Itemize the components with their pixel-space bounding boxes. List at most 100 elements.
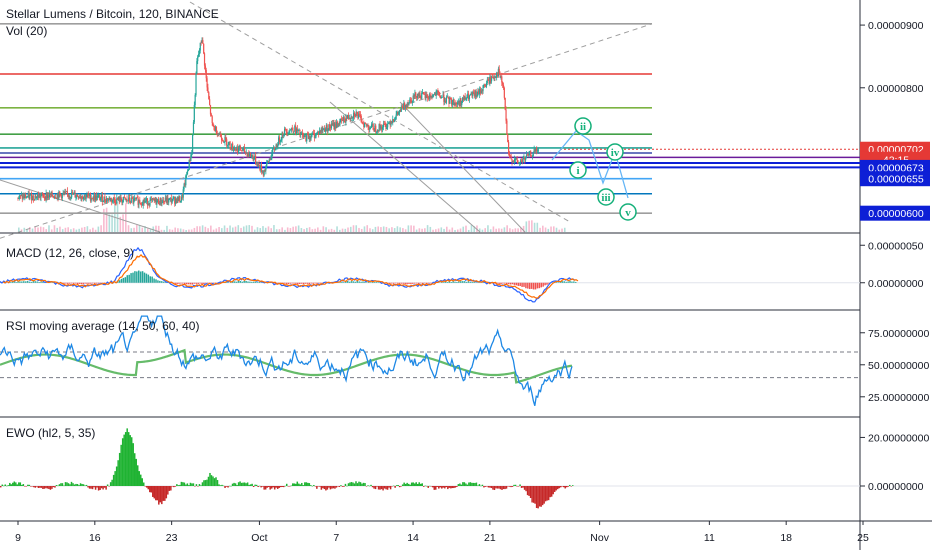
candle-body [176,197,178,204]
ewo-bar [42,486,44,489]
macd-histogram-bar [226,281,228,283]
candle-body [486,79,488,84]
ewo-bar [388,486,390,488]
candle-body [183,183,185,190]
candle-body [238,145,241,149]
volume-bar [319,229,322,232]
macd-histogram-bar [136,271,138,283]
volume-bar [369,228,371,232]
ewo-bar [308,483,311,486]
volume-bar [489,229,492,232]
candle-body [90,198,92,201]
candle-body [483,84,485,86]
ewo-bar [507,486,509,487]
ewo-bar [255,484,258,486]
candle-body [289,130,291,133]
candle-body [157,199,160,204]
ewo-bar [502,486,505,490]
ewo-bar [523,486,526,490]
ewo-bar [407,483,410,486]
candle-body [436,90,438,92]
ewo-bar [436,486,439,487]
volume-bar [358,227,360,232]
ewo-bar [460,484,463,486]
volume-bar [511,229,514,232]
candle-body [420,97,422,99]
volume-bar [223,225,226,232]
candle-body [274,149,276,151]
ewo-bar [198,484,201,486]
candle-body [289,129,292,131]
macd-histogram-bar [538,282,541,289]
ewo-bar [48,486,50,489]
ewo-bar [207,476,210,486]
candle-body [498,68,500,75]
ewo-bar [427,486,429,488]
candle-body [392,119,394,124]
ewo-bar [319,486,321,487]
wave-label: i [576,165,579,177]
ewo-bar [99,486,101,490]
macd-histogram-bar [24,281,27,283]
volume-bar [286,227,289,232]
ewo-bar [472,482,475,486]
ewo-bar [204,480,207,486]
candle-body [484,84,486,87]
candle-body [102,200,104,202]
ewo-bar [257,486,259,488]
volume-bar [517,228,519,232]
ewo-bar [123,434,125,486]
candle-body [214,126,216,131]
ewo-bar [311,485,314,487]
macd-pane[interactable] [0,246,860,303]
candle-body [377,130,379,132]
candle-body [248,153,250,156]
ewo-bar [570,486,572,487]
macd-histogram-bar [555,282,558,283]
candle-body [371,124,373,125]
ewo-bar [292,483,294,486]
candle-body [226,144,229,146]
macd-histogram-bar [124,277,127,283]
macd-histogram-bar [377,282,380,283]
candle-body [108,197,110,200]
volume-bar [341,228,344,232]
ewo-pane[interactable] [0,428,860,509]
macd-histogram-bar [86,282,88,284]
ewo-bar [267,486,270,488]
volume-bar [539,227,541,232]
candle-body [508,141,510,154]
candle-body [317,131,319,133]
candle-body [27,193,29,197]
candle-body [357,113,359,118]
candle-body [522,159,524,163]
ewo-bar [543,486,545,504]
rsi-pane[interactable] [0,315,860,406]
macd-histogram-bar [249,281,251,283]
ewo-bar [91,486,94,490]
ewo-bar [514,484,517,486]
candle-body [506,120,508,135]
macd-histogram-bar [410,282,412,285]
ewo-bar [435,486,437,490]
candle-body [139,200,141,204]
macd-histogram-bar [387,282,389,284]
ewo-bar [82,484,85,486]
candle-body [65,190,68,192]
candle-body [363,123,365,127]
candle-body [292,130,294,133]
volume-bar [89,229,91,232]
volume-bar [462,226,465,232]
candle-body [326,125,328,132]
x-tick-label: 7 [333,532,339,544]
candle-body [284,128,287,130]
candle-body [297,129,299,132]
candle-body [342,117,344,121]
volume-bar [308,227,311,232]
ewo-bar [276,486,279,489]
candle-body [427,95,429,99]
macd-histogram-bar [132,272,134,283]
volume-bar [429,226,432,232]
